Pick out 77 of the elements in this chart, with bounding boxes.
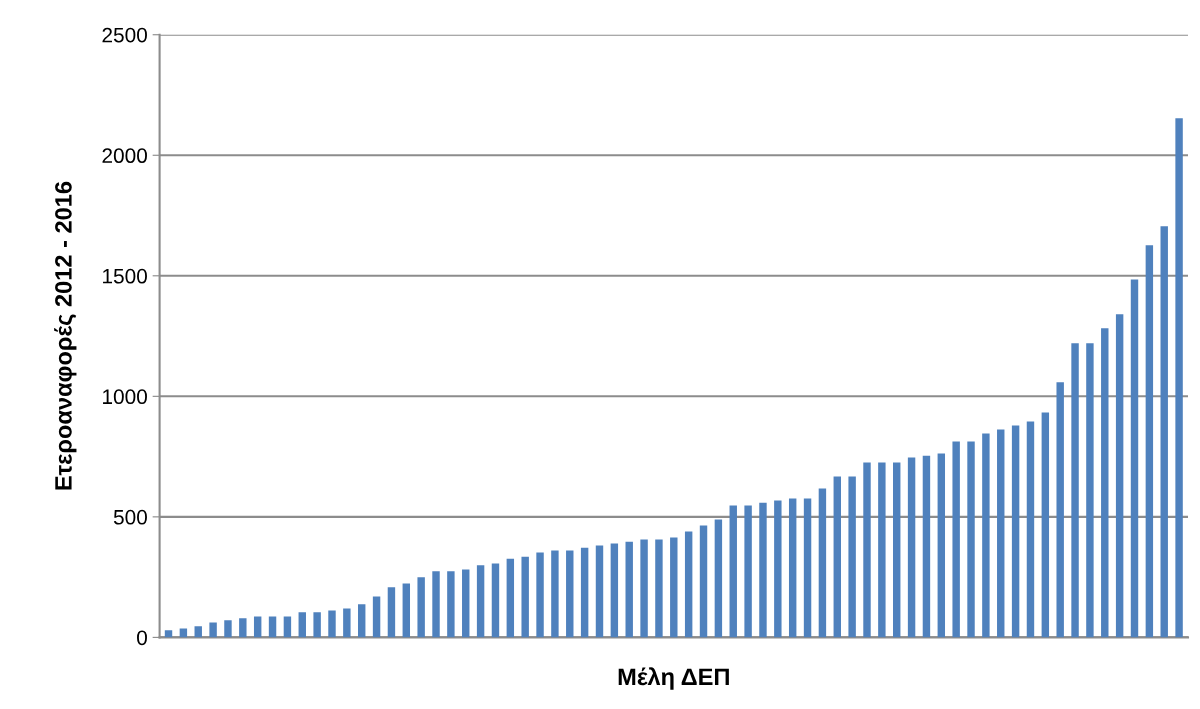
bar — [164, 630, 173, 638]
bar — [863, 462, 871, 638]
bar — [358, 604, 366, 638]
bar — [1101, 328, 1109, 638]
bar — [1115, 314, 1124, 638]
bar — [209, 622, 217, 638]
bar — [1071, 343, 1079, 638]
bar — [759, 502, 767, 638]
bar — [714, 519, 723, 638]
bar — [818, 488, 827, 638]
bar — [1130, 279, 1139, 638]
y-tick-label: 1000 — [103, 389, 147, 405]
bar — [224, 620, 232, 638]
bar — [803, 498, 812, 638]
bar — [253, 616, 262, 638]
bar — [893, 462, 901, 638]
bar — [1175, 118, 1183, 638]
bar — [298, 612, 306, 638]
bar — [952, 441, 960, 638]
bar — [343, 608, 351, 638]
bar — [670, 537, 678, 638]
bar — [432, 571, 440, 638]
bar — [491, 563, 500, 638]
bar — [1056, 382, 1064, 638]
bar — [848, 476, 856, 638]
bar — [625, 541, 633, 638]
x-axis-title: Μέλη ΔΕΠ — [618, 667, 729, 690]
y-tick-label: 0 — [137, 630, 147, 646]
bar — [1160, 226, 1168, 638]
bar — [179, 628, 188, 638]
bar — [239, 618, 247, 638]
bar — [1011, 425, 1020, 638]
bar — [402, 583, 411, 638]
bar — [447, 571, 455, 638]
bar — [967, 441, 975, 638]
bar — [640, 539, 648, 638]
bar — [521, 556, 529, 638]
bar — [878, 462, 886, 638]
y-tick-label: 500 — [113, 509, 147, 525]
bar — [774, 500, 782, 638]
bar — [982, 433, 990, 638]
bar — [566, 550, 574, 638]
y-axis-title: Ετεροαναφορές 2012 - 2016 — [54, 181, 77, 490]
bar — [268, 616, 277, 638]
bar — [194, 626, 202, 638]
bar — [655, 539, 663, 638]
y-tick-label: 2000 — [102, 148, 147, 164]
bar — [788, 498, 797, 638]
bar — [595, 545, 604, 638]
y-tick-label: 1500 — [103, 268, 147, 284]
bar — [506, 558, 515, 638]
bar — [1026, 421, 1035, 638]
bar — [833, 476, 841, 638]
bar — [551, 550, 559, 638]
bar — [1041, 412, 1050, 638]
bar — [1145, 245, 1154, 638]
bar — [907, 457, 916, 638]
bar — [699, 525, 708, 638]
bar — [462, 569, 470, 638]
bar — [997, 429, 1005, 638]
bar — [1086, 343, 1094, 638]
bar — [417, 577, 425, 638]
bar — [937, 453, 946, 638]
bar — [744, 505, 752, 638]
bar — [729, 505, 737, 638]
bar — [387, 587, 396, 638]
bar — [922, 455, 931, 638]
bar — [328, 610, 336, 638]
bar — [580, 547, 589, 638]
bar — [476, 565, 485, 638]
bar — [610, 543, 619, 638]
bar — [313, 612, 321, 638]
y-tick-label: 2500 — [102, 27, 147, 43]
bar — [684, 531, 693, 638]
bar — [536, 552, 544, 638]
bar — [372, 596, 381, 638]
bar — [283, 616, 292, 638]
